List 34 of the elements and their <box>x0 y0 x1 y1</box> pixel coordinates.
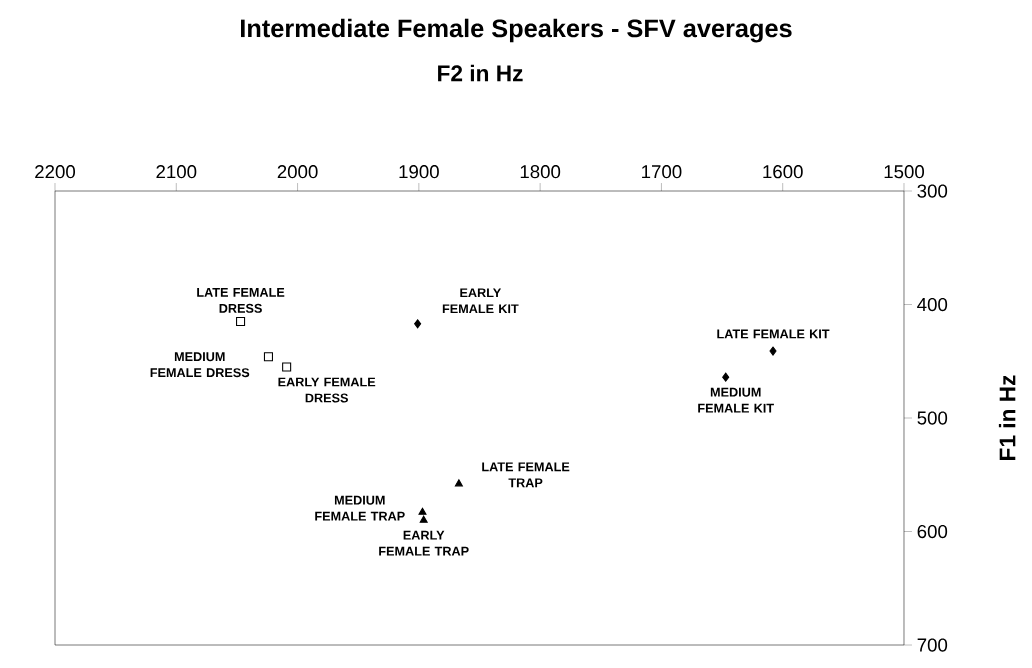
x-tick-label: 2200 <box>35 165 76 179</box>
y-axis-title: F1 in Hz <box>998 375 1016 460</box>
annotation: MEDIUM FEMALE KIT <box>698 387 774 413</box>
point <box>419 515 428 523</box>
annotation: EARLY FEMALE KIT <box>442 288 519 314</box>
annotation: MEDIUM FEMALE DRESS <box>150 352 250 378</box>
point <box>414 319 422 329</box>
x-tick-label: 1800 <box>520 165 561 179</box>
x-tick-label: 1600 <box>763 165 803 179</box>
point <box>263 352 273 362</box>
point <box>236 317 246 327</box>
y-tick-label: 500 <box>917 411 948 425</box>
annotation: LATE FEMALE DRESS <box>197 287 285 313</box>
x-tick-label: 1500 <box>884 165 925 179</box>
annotation: EARLY FEMALE TRAP <box>379 530 469 556</box>
y-tick-label: 600 <box>917 524 948 539</box>
annotation: LATE FEMALE KIT <box>717 329 830 339</box>
point <box>418 507 427 515</box>
x-tick-label: 1700 <box>642 165 682 179</box>
point <box>282 362 292 372</box>
annotation: EARLY FEMALE DRESS <box>278 377 376 403</box>
x-tick-label: 2000 <box>277 165 318 179</box>
annotation: MEDIUM FEMALE TRAP <box>315 495 405 521</box>
y-tick-label: 700 <box>917 638 948 652</box>
chart-title: Intermediate Female Speakers - SFV averages <box>241 18 792 43</box>
point <box>769 346 777 356</box>
point <box>722 372 730 382</box>
x-axis-title: F2 in Hz <box>438 64 523 82</box>
x-tick-label: 2100 <box>156 165 197 179</box>
x-tick-label: 1900 <box>399 165 439 179</box>
y-tick-label: 300 <box>917 184 948 198</box>
annotation: LATE FEMALE TRAP <box>482 462 570 488</box>
y-tick-label: 400 <box>917 297 948 312</box>
point <box>454 479 463 487</box>
